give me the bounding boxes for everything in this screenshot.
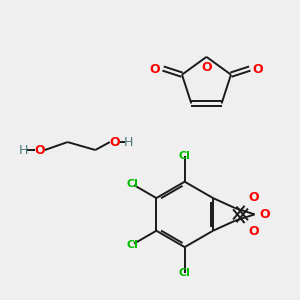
Text: O: O [260,208,270,221]
Text: O: O [248,191,259,204]
Text: Cl: Cl [179,268,190,278]
Text: O: O [201,61,212,74]
Text: O: O [149,63,160,76]
Text: O: O [110,136,120,148]
Text: Cl: Cl [126,240,138,250]
Text: O: O [34,143,45,157]
Text: Cl: Cl [179,151,190,161]
Text: O: O [248,225,259,238]
Text: Cl: Cl [126,179,138,189]
Text: H: H [19,143,28,157]
Text: O: O [253,63,263,76]
Text: H: H [124,136,133,148]
